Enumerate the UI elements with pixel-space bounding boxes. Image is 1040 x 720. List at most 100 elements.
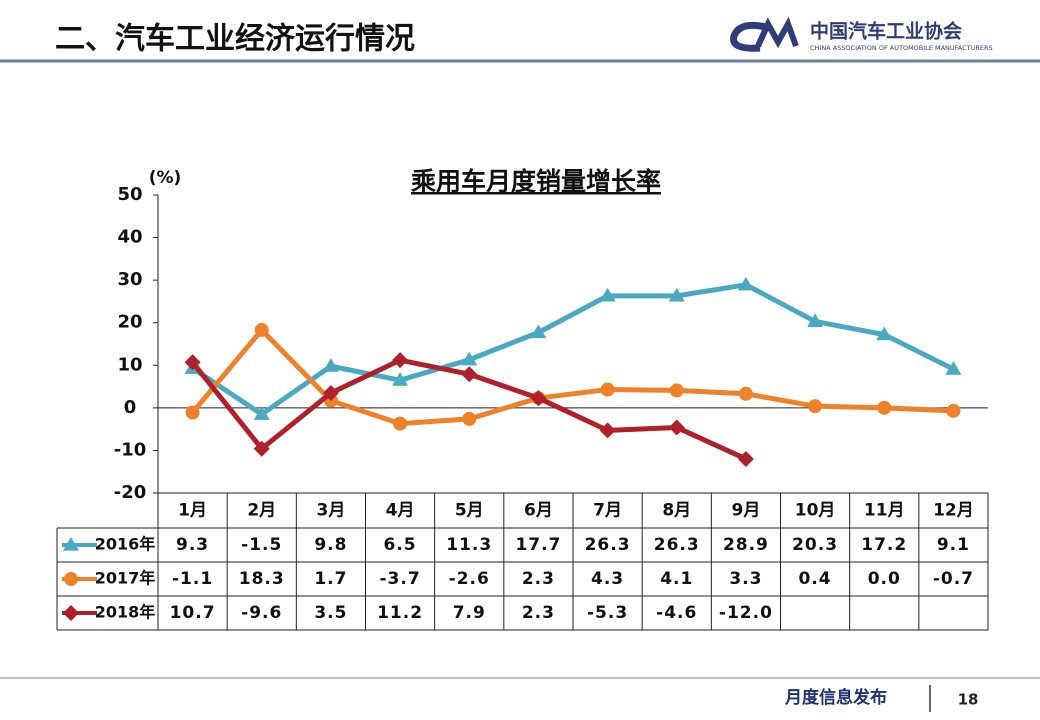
table-value: -9.6 bbox=[241, 603, 282, 623]
y-tick-label: -20 bbox=[114, 482, 147, 503]
data-point bbox=[737, 276, 754, 291]
data-point bbox=[322, 384, 339, 401]
x-tick-label: 3月 bbox=[316, 501, 345, 521]
table-value: -2.6 bbox=[449, 569, 490, 589]
data-point bbox=[461, 351, 478, 366]
logo-name: 中国汽车工业协会 bbox=[810, 20, 962, 43]
data-point bbox=[599, 287, 616, 302]
table-value: 9.3 bbox=[176, 535, 209, 555]
data-point bbox=[184, 354, 201, 371]
x-tick-label: 8月 bbox=[662, 501, 691, 521]
table-value: 3.3 bbox=[729, 569, 762, 589]
data-point bbox=[462, 411, 477, 426]
x-tick-label: 11月 bbox=[864, 501, 905, 521]
chart-title: 乘用车月度销量增长率 bbox=[411, 167, 661, 196]
data-point bbox=[668, 287, 685, 302]
data-point bbox=[392, 352, 409, 369]
table-value: -4.6 bbox=[656, 603, 697, 623]
data-point bbox=[393, 416, 408, 431]
data-point bbox=[945, 361, 962, 375]
data-point bbox=[185, 405, 200, 420]
table-value: 2.3 bbox=[522, 569, 555, 589]
y-tick-label: 40 bbox=[117, 227, 142, 248]
table-value: 0.4 bbox=[799, 569, 832, 589]
table-value: 2.3 bbox=[522, 603, 555, 623]
table-value: -5.3 bbox=[587, 603, 628, 623]
data-point bbox=[738, 386, 753, 401]
table-value: 4.3 bbox=[591, 569, 624, 589]
data-point bbox=[253, 440, 270, 457]
table-value: 26.3 bbox=[654, 535, 700, 555]
table-value: -12.0 bbox=[719, 603, 773, 623]
data-point bbox=[946, 403, 961, 418]
data-point bbox=[737, 450, 754, 467]
table-value: 20.3 bbox=[792, 535, 838, 555]
logo: 中国汽车工业协会 CHINA ASSOCIATION OF AUTOMOBILE… bbox=[730, 16, 993, 52]
data-point bbox=[807, 313, 824, 328]
y-tick-label: -10 bbox=[114, 439, 147, 460]
table-value: -0.7 bbox=[933, 569, 974, 589]
data-point bbox=[461, 366, 478, 383]
table-value: -1.1 bbox=[172, 569, 213, 589]
table-value: 10.7 bbox=[170, 603, 216, 623]
y-tick-label: 20 bbox=[117, 312, 142, 333]
x-tick-label: 9月 bbox=[731, 501, 760, 521]
x-tick-label: 5月 bbox=[455, 501, 484, 521]
data-point bbox=[600, 382, 615, 397]
data-point bbox=[530, 324, 547, 339]
data-point bbox=[254, 322, 269, 337]
table-value: 9.8 bbox=[314, 535, 347, 555]
table-value: 1.7 bbox=[314, 569, 347, 589]
x-tick-label: 4月 bbox=[386, 501, 415, 521]
series-line bbox=[190, 327, 954, 427]
legend-label: 2016年 bbox=[95, 535, 156, 554]
legend-marker bbox=[63, 605, 79, 621]
legend-label: 2018年 bbox=[95, 603, 156, 622]
table-value: 28.9 bbox=[723, 535, 769, 555]
logo-subtitle: CHINA ASSOCIATION OF AUTOMOBILE MANUFACT… bbox=[810, 44, 993, 52]
legend-label: 2017年 bbox=[95, 569, 156, 588]
x-tick-label: 7月 bbox=[593, 501, 622, 521]
table-value: 0.0 bbox=[868, 569, 901, 589]
x-tick-label: 10月 bbox=[795, 501, 836, 521]
table-value: 3.5 bbox=[314, 603, 347, 623]
y-tick-label: 10 bbox=[117, 354, 142, 375]
y-tick-label: 50 bbox=[117, 184, 142, 205]
data-point bbox=[599, 422, 616, 439]
legend-marker bbox=[64, 572, 78, 586]
x-tick-label: 1月 bbox=[178, 501, 207, 521]
slide-title: 二、汽车工业经济运行情况 bbox=[55, 22, 415, 57]
page-number: 18 bbox=[958, 691, 979, 709]
y-axis-label: (%) bbox=[149, 168, 182, 188]
data-point bbox=[253, 406, 270, 420]
logo-mark bbox=[755, 16, 799, 49]
x-tick-label: 6月 bbox=[524, 501, 553, 521]
table-value: -1.5 bbox=[241, 535, 282, 555]
table-value: 6.5 bbox=[384, 535, 417, 555]
table-value: 7.9 bbox=[453, 603, 486, 623]
data-point bbox=[322, 358, 339, 372]
table-value: 17.2 bbox=[861, 535, 907, 555]
table-value: -3.7 bbox=[379, 569, 420, 589]
table-value: 18.3 bbox=[239, 569, 285, 589]
x-tick-label: 12月 bbox=[933, 501, 974, 521]
table-value: 11.3 bbox=[446, 535, 492, 555]
data-point bbox=[530, 390, 547, 407]
logo-mark bbox=[730, 21, 771, 52]
table-value: 26.3 bbox=[585, 535, 631, 555]
table-value: 9.1 bbox=[937, 535, 970, 555]
data-point bbox=[808, 399, 823, 414]
legend-marker bbox=[63, 537, 79, 551]
x-tick-label: 2月 bbox=[247, 501, 276, 521]
series-line bbox=[191, 282, 955, 417]
y-tick-label: 0 bbox=[124, 397, 137, 418]
data-point bbox=[877, 400, 892, 415]
table-value: 17.7 bbox=[515, 535, 561, 555]
footer-text: 月度信息发布 bbox=[784, 687, 887, 708]
y-tick-label: 30 bbox=[117, 269, 142, 290]
data-point bbox=[668, 419, 685, 436]
table-value: 11.2 bbox=[377, 603, 423, 623]
data-point bbox=[392, 372, 409, 386]
